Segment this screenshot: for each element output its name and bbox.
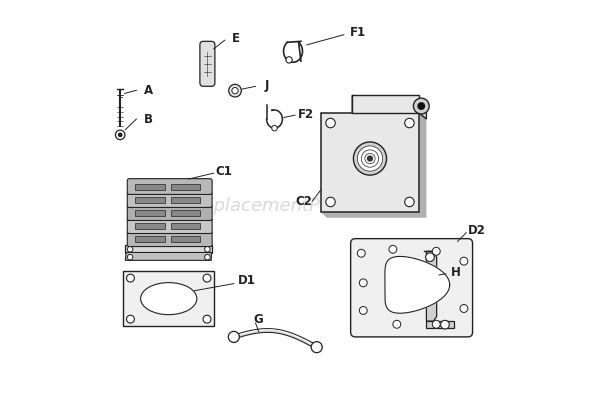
Text: D1: D1 [238, 274, 256, 287]
Bar [135, 184, 165, 190]
Bar [171, 197, 200, 203]
Text: ReplacementParts.com: ReplacementParts.com [191, 197, 399, 215]
Bar [171, 184, 200, 190]
Polygon shape [125, 253, 211, 260]
Circle shape [405, 118, 414, 128]
Circle shape [205, 247, 210, 252]
FancyBboxPatch shape [127, 205, 212, 221]
Circle shape [417, 102, 425, 110]
Bar [171, 223, 200, 229]
Circle shape [432, 248, 440, 255]
Circle shape [460, 257, 468, 265]
Circle shape [359, 307, 367, 314]
Text: C2: C2 [295, 196, 312, 208]
Text: F1: F1 [350, 26, 366, 39]
Circle shape [326, 118, 335, 128]
Text: A: A [143, 84, 153, 97]
Circle shape [286, 57, 292, 63]
Bar [135, 210, 165, 216]
Bar [135, 197, 165, 203]
Bar [171, 210, 200, 216]
Polygon shape [385, 256, 450, 313]
Circle shape [389, 246, 397, 253]
Text: F2: F2 [298, 108, 314, 121]
Circle shape [414, 98, 429, 114]
Circle shape [326, 197, 335, 207]
Circle shape [118, 133, 123, 137]
Circle shape [232, 88, 238, 94]
Circle shape [229, 84, 241, 97]
Text: G: G [253, 313, 263, 326]
Circle shape [228, 331, 240, 343]
Bar [135, 236, 165, 242]
Circle shape [441, 320, 450, 329]
Circle shape [358, 249, 365, 257]
Circle shape [353, 142, 386, 175]
Circle shape [367, 155, 373, 162]
FancyBboxPatch shape [127, 192, 212, 208]
Circle shape [358, 146, 382, 171]
Bar [320, 113, 419, 212]
Circle shape [116, 130, 125, 140]
FancyBboxPatch shape [127, 218, 212, 234]
Text: C1: C1 [215, 165, 232, 178]
Circle shape [203, 274, 211, 282]
Circle shape [393, 320, 401, 328]
Polygon shape [124, 245, 212, 253]
Circle shape [205, 254, 210, 260]
Bar [352, 95, 419, 113]
FancyBboxPatch shape [127, 231, 212, 247]
Circle shape [425, 253, 434, 261]
Polygon shape [352, 95, 427, 119]
Circle shape [432, 320, 440, 328]
Circle shape [126, 274, 135, 282]
Text: H: H [451, 266, 461, 279]
Circle shape [126, 315, 135, 323]
Text: E: E [232, 32, 240, 45]
Circle shape [460, 305, 468, 312]
Polygon shape [427, 251, 437, 321]
Circle shape [311, 342, 322, 353]
Bar [123, 271, 214, 326]
Circle shape [127, 254, 133, 260]
Text: J: J [264, 79, 269, 91]
Ellipse shape [140, 283, 197, 315]
FancyBboxPatch shape [200, 41, 215, 86]
Bar [135, 223, 165, 229]
Circle shape [365, 153, 375, 164]
Circle shape [127, 247, 133, 252]
Circle shape [272, 126, 277, 131]
FancyBboxPatch shape [127, 179, 212, 194]
Circle shape [203, 315, 211, 323]
Circle shape [361, 150, 379, 167]
Circle shape [405, 197, 414, 207]
Text: B: B [144, 112, 153, 126]
Text: D2: D2 [468, 224, 486, 237]
FancyBboxPatch shape [350, 239, 473, 337]
Polygon shape [320, 113, 427, 218]
Bar [171, 236, 200, 242]
Circle shape [359, 279, 367, 287]
Polygon shape [427, 321, 454, 328]
